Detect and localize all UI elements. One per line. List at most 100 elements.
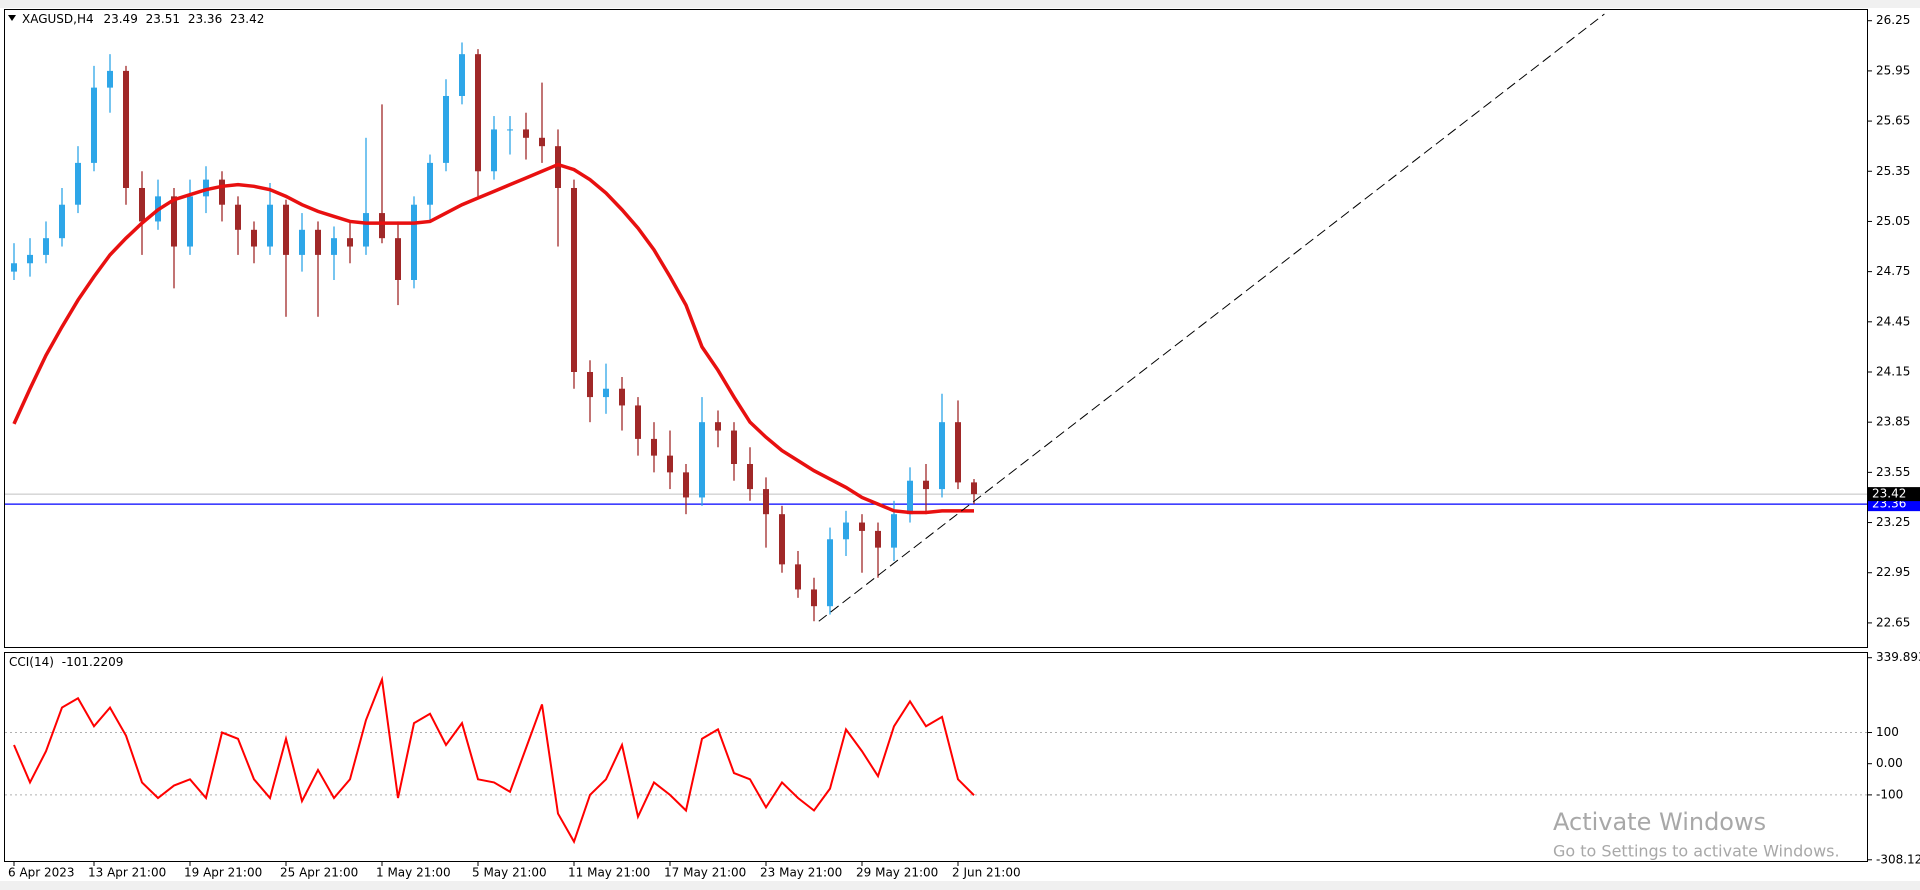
candle-body xyxy=(763,489,769,515)
candle-body xyxy=(363,213,369,247)
close: 23.42 xyxy=(230,12,264,26)
y-tick-label: 22.95 xyxy=(1876,565,1910,579)
cci-line xyxy=(13,675,975,845)
x-tick-label: 25 Apr 21:00 xyxy=(280,866,358,880)
candle-body xyxy=(11,263,17,272)
candle-body xyxy=(795,564,801,590)
candle-body xyxy=(283,204,289,255)
candle-body xyxy=(539,137,545,147)
plot-layer: 26.25 25.95 25.65 25.35 25.05 24.75 24.45 24.15… xyxy=(5,13,1920,880)
y-tick-label: 24.15 xyxy=(1876,364,1910,378)
y-tick-label: 26.25 xyxy=(1876,13,1910,27)
tab-strip xyxy=(0,0,1920,8)
indicator-value: -101.2209 xyxy=(62,655,124,669)
y-tick-label: 339.893 xyxy=(1876,650,1920,664)
candle-body xyxy=(315,229,321,255)
candle-body xyxy=(219,179,225,205)
y-tick-label: 23.55 xyxy=(1876,465,1910,479)
candle-body xyxy=(171,196,177,247)
candle-body xyxy=(731,430,737,464)
candle-body xyxy=(267,204,273,247)
candle-body xyxy=(843,522,849,540)
price-panel xyxy=(4,9,1868,648)
symbol-header: XAGUSD,H4 23.49 23.51 23.36 23.42 xyxy=(22,12,264,26)
candle-body xyxy=(859,522,865,531)
indicator-name: CCI(14) xyxy=(9,655,54,669)
watermark-text: Go to Settings to activate Windows. xyxy=(1553,842,1840,861)
candle-body xyxy=(779,514,785,565)
y-tick-label: 22.65 xyxy=(1876,615,1910,629)
candle-body xyxy=(667,455,673,473)
y-tick-label: 23.85 xyxy=(1876,415,1910,429)
candle-body xyxy=(235,204,241,230)
candle-body xyxy=(827,539,833,607)
watermark-title: Activate Windows xyxy=(1553,808,1766,836)
symbol: XAGUSD,H4 xyxy=(22,12,94,26)
candle-body xyxy=(107,70,113,88)
y-tick-label: 25.65 xyxy=(1876,114,1910,128)
candle-body xyxy=(907,480,913,515)
candle-body xyxy=(683,472,689,498)
y-tick-label: 23.25 xyxy=(1876,515,1910,529)
candle-body xyxy=(715,422,721,431)
trendline xyxy=(818,13,1605,622)
candle-body xyxy=(27,254,33,264)
candle-body xyxy=(43,238,49,255)
candle-body xyxy=(699,422,705,498)
x-tick-label: 5 May 21:00 xyxy=(472,866,547,880)
candle-body xyxy=(971,482,977,495)
y-tick-label: -100 xyxy=(1876,787,1903,801)
indicator-panel xyxy=(4,652,1868,862)
candle-body xyxy=(379,213,385,239)
candle-body xyxy=(923,480,929,490)
candle-body xyxy=(955,422,961,483)
candle-body xyxy=(875,530,881,548)
candle-body xyxy=(443,95,449,163)
y-tick-label: -308.127 xyxy=(1876,852,1920,866)
candle-body xyxy=(251,229,257,247)
open: 23.49 xyxy=(103,12,137,26)
y-tick-label: 25.05 xyxy=(1876,214,1910,228)
price-label: 23.42 xyxy=(1872,487,1906,501)
candle-body xyxy=(299,229,305,255)
y-tick-label: 25.95 xyxy=(1876,63,1910,77)
bottom-strip xyxy=(0,881,1920,890)
candle-body xyxy=(523,129,529,138)
candle-body xyxy=(603,388,609,398)
y-tick-label: 25.35 xyxy=(1876,164,1910,178)
candle-body xyxy=(395,238,401,280)
panel-menu-arrow[interactable] xyxy=(8,15,16,21)
price-plot xyxy=(5,13,1867,622)
candle-body xyxy=(331,238,337,255)
candle-body xyxy=(587,371,593,398)
candle-body xyxy=(59,204,65,239)
candle-body xyxy=(475,54,481,172)
candle-body xyxy=(651,438,657,456)
moving-average xyxy=(12,162,974,515)
candle-body xyxy=(139,187,145,222)
candle-body xyxy=(91,87,97,163)
x-tick-label: 23 May 21:00 xyxy=(760,866,842,880)
candle-body xyxy=(507,129,513,131)
candle-body xyxy=(891,514,897,548)
indicator-header: CCI(14) -101.2209 xyxy=(9,655,123,669)
candle-body xyxy=(347,238,353,247)
x-tick-label: 1 May 21:00 xyxy=(376,866,451,880)
y-tick-label: 100 xyxy=(1876,725,1899,739)
candle-body xyxy=(811,589,817,607)
candle-body xyxy=(939,422,945,490)
x-tick-label: 19 Apr 21:00 xyxy=(184,866,262,880)
candle-body xyxy=(555,146,561,188)
candle-body xyxy=(75,162,81,205)
x-tick-label: 2 Jun 21:00 xyxy=(952,866,1021,880)
candle-body xyxy=(427,162,433,205)
y-tick-label: 24.75 xyxy=(1876,264,1910,278)
candle-body xyxy=(459,54,465,96)
x-tick-label: 17 May 21:00 xyxy=(664,866,746,880)
x-tick-label: 11 May 21:00 xyxy=(568,866,650,880)
candle-body xyxy=(123,70,129,188)
x-tick-label: 29 May 21:00 xyxy=(856,866,938,880)
candle-body xyxy=(571,187,577,372)
